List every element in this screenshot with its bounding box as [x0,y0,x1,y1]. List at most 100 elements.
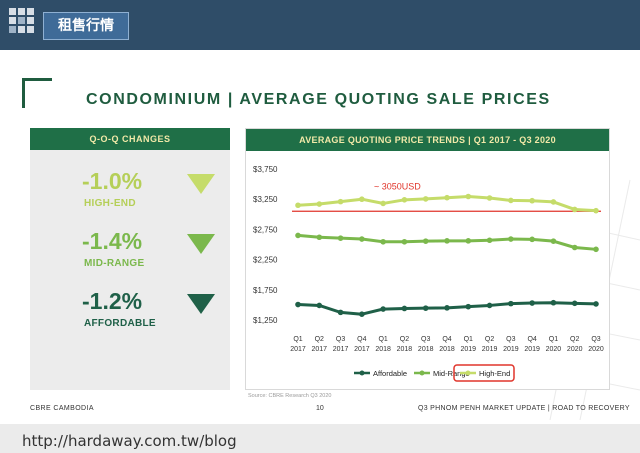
qoq-panel: Q-O-Q CHANGES -1.0% HIGH-END -1.4% MID-R… [30,128,230,390]
data-point [295,202,301,209]
logo-icon [9,8,35,34]
y-tick-label: $2,750 [253,225,278,234]
x-tick-year-label: 2019 [524,346,540,353]
y-tick-label: $1,250 [253,316,278,325]
data-point [486,302,493,309]
y-tick-label: $3,250 [253,195,278,204]
x-tick-label: Q3 [591,336,600,343]
legend-label: High-End [479,369,510,378]
x-tick-year-label: 2017 [354,346,370,353]
data-point [444,305,450,311]
data-point [465,303,472,310]
data-point [593,207,599,214]
qoq-title: Q-O-Q CHANGES [30,128,230,150]
x-tick-label: Q3 [421,336,430,343]
x-tick-label: Q1 [549,336,558,343]
line-chart: $3,750 $3,250 $2,750 $2,250 $1,750 $1,250 Q1 20… [253,165,604,382]
x-tick-label: Q2 [315,336,324,343]
qoq-pct: -1.0% [82,168,143,194]
data-point [508,197,514,204]
x-tick-label: Q4 [527,336,536,343]
data-point [444,194,450,201]
x-tick-year-label: 2017 [311,346,327,353]
data-point [380,238,386,245]
y-tick-label: $2,250 [253,256,278,265]
price-trend-chart: AVERAGE QUOTING PRICE TRENDS | Q1 2017 -… [245,128,610,390]
data-point [295,232,301,239]
data-point [422,305,429,311]
x-tick-year-label: 2019 [503,346,519,353]
data-point [529,300,535,306]
data-point [444,238,450,244]
data-point [401,238,408,245]
data-point [550,199,557,205]
qoq-pct: -1.4% [82,228,143,254]
data-point [508,300,514,307]
down-triangle-icon [187,234,215,254]
qoq-pct: -1.2% [82,288,143,314]
x-tick-year-label: 2017 [333,346,349,353]
legend-label: Affordable [373,369,407,378]
data-point [571,206,578,213]
section-chip[interactable]: 租售行情 [43,12,129,40]
data-point [422,238,429,244]
down-triangle-icon [187,174,215,194]
down-triangle-icon [187,294,215,314]
data-point [316,302,323,309]
data-point [337,198,344,205]
data-point [529,197,535,204]
x-tick-label: Q1 [293,336,302,343]
qoq-item-high-end: -1.0% HIGH-END [82,168,222,228]
data-point [529,236,535,243]
data-point [465,238,472,244]
x-tick-year-label: 2020 [546,346,562,353]
data-point [359,311,365,317]
legend-marker [419,370,425,376]
data-point [571,244,578,251]
watermark-band [0,424,640,453]
x-tick-label: Q3 [506,336,515,343]
page-number: 10 [316,405,324,412]
footer-brand: CBRE CAMBODIA [30,405,94,412]
legend-marker [359,370,365,376]
data-point [316,234,323,241]
x-tick-year-label: 2019 [460,346,476,353]
data-point [359,236,365,242]
data-point [380,306,386,312]
reference-line-label: ~ 3050USD [374,181,421,191]
x-tick-label: Q3 [336,336,345,343]
x-tick-year-label: 2018 [439,346,455,353]
data-point [422,196,429,202]
data-point [486,195,493,201]
x-tick-year-label: 2018 [418,346,434,353]
qoq-item-affordable: -1.2% AFFORDABLE [82,288,222,348]
x-tick-label: Q4 [442,336,451,343]
data-point [593,246,599,253]
data-point [571,300,578,307]
watermark-url[interactable]: http://hardaway.com.tw/blog [22,432,237,450]
legend-highlight-box [453,364,515,382]
x-tick-year-label: 2020 [588,346,604,353]
x-tick-label: Q2 [485,336,494,343]
y-tick-label: $1,750 [253,286,278,295]
x-tick-year-label: 2017 [290,346,306,353]
x-tick-label: Q2 [400,336,409,343]
x-tick-label: Q4 [357,336,366,343]
top-bar: 租售行情 [0,0,640,50]
data-point [380,200,386,207]
data-point [401,197,408,203]
legend-label: Mid-Range [433,369,470,378]
chart-title: AVERAGE QUOTING PRICE TRENDS | Q1 2017 -… [246,129,609,151]
qoq-label: MID-RANGE [84,258,145,269]
x-tick-year-label: 2020 [567,346,583,353]
x-tick-label: Q1 [378,336,387,343]
qoq-item-mid-range: -1.4% MID-RANGE [82,228,222,288]
data-point [337,309,344,316]
data-point [508,236,514,242]
data-point [465,193,472,200]
corner-bracket [22,78,52,108]
data-point [486,237,493,244]
data-point [359,196,365,203]
x-tick-year-label: 2019 [482,346,498,353]
